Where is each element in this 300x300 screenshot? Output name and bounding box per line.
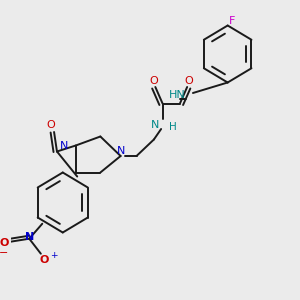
Text: O: O — [149, 76, 158, 86]
Text: HN: HN — [169, 89, 186, 100]
Text: N: N — [60, 140, 68, 151]
Text: O: O — [47, 120, 56, 130]
Text: +: + — [50, 251, 58, 260]
Text: O: O — [184, 76, 193, 86]
Text: −: − — [0, 248, 8, 258]
Text: F: F — [229, 16, 235, 26]
Text: N: N — [116, 146, 125, 157]
Text: N: N — [151, 119, 160, 130]
Text: H: H — [169, 122, 177, 133]
Text: O: O — [0, 238, 9, 248]
Text: N: N — [25, 232, 34, 242]
Text: O: O — [39, 255, 48, 265]
